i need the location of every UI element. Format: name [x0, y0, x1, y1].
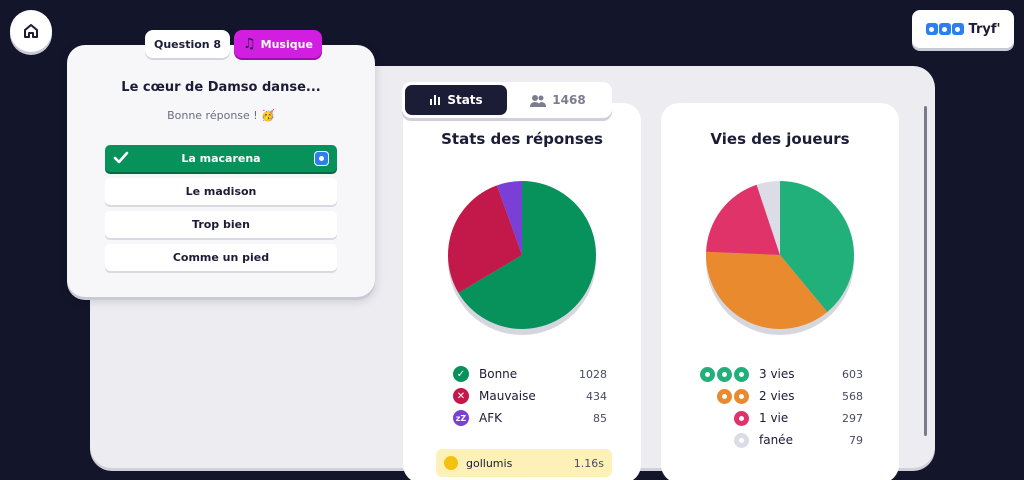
life-badge-icon — [314, 151, 329, 166]
pie-slice-2-vies — [706, 251, 828, 330]
check-icon: ✓ — [453, 366, 469, 382]
faded-life-icon — [695, 432, 749, 448]
legend-row-mauvaise: ✕ Mauvaise 434 — [439, 385, 607, 407]
answer-label: Comme un pied — [172, 251, 270, 264]
two-lives-icon — [695, 388, 749, 404]
legend-label: 2 vies — [759, 389, 795, 403]
home-icon — [24, 24, 38, 38]
legend-value: 85 — [593, 411, 607, 425]
answer-stats-card: Stats des réponses ✓ Bonne 1028 ✕ Mauvai… — [403, 103, 641, 480]
leaderboard-row: gollumis 1.16s — [436, 449, 612, 477]
check-icon — [113, 151, 129, 164]
brand-badge: Tryf' — [912, 10, 1014, 48]
pie-slice-fanée — [756, 181, 780, 255]
legend-label: Mauvaise — [479, 389, 536, 403]
scrollbar[interactable] — [924, 106, 927, 436]
pie-slice-afk — [496, 181, 522, 255]
pie-slice-bonne — [458, 181, 596, 329]
tab-stats[interactable]: Stats — [405, 85, 507, 115]
answer-feedback: Bonne réponse ! 🥳 — [167, 109, 275, 122]
category-badge: ♫ Musique — [234, 30, 322, 58]
users-icon — [530, 94, 547, 107]
player-time: 1.16s — [573, 456, 604, 470]
question-number-badge: Question 8 — [145, 30, 231, 58]
answer-label: La macarena — [181, 152, 261, 165]
legend-value: 434 — [586, 389, 607, 403]
life-stats-pie — [706, 181, 854, 335]
answer-label: Trop bien — [192, 218, 250, 231]
answer-stats-pie — [448, 181, 596, 335]
answer-list: La macarena Le madison Trop bien Comme u… — [105, 145, 337, 277]
legend-value: 297 — [842, 411, 863, 425]
sleep-icon: zZ — [453, 410, 469, 426]
answer-option[interactable]: Le madison — [105, 178, 337, 205]
one-life-icon — [695, 410, 749, 426]
cross-icon: ✕ — [453, 388, 469, 404]
legend-row-fanee: fanée 79 — [695, 429, 863, 451]
legend-value: 603 — [842, 367, 863, 381]
legend-label: fanée — [759, 433, 793, 447]
pie-slice-mauvaise — [448, 185, 522, 293]
brand-name: Tryf' — [968, 21, 1001, 37]
pie-slice-1-vie — [706, 184, 780, 255]
legend-label: 3 vies — [759, 367, 795, 381]
bar-chart-icon — [430, 95, 441, 105]
legend-row-2-lives: 2 vies 568 — [695, 385, 863, 407]
legend-label: 1 vie — [759, 411, 789, 425]
legend-row-3-lives: 3 vies 603 — [695, 363, 863, 385]
pie-slice-3-vies — [780, 181, 854, 312]
life-stats-legend: 3 vies 603 2 vies 568 1 vie 297 fanée 79 — [695, 363, 863, 451]
answer-option[interactable]: Trop bien — [105, 211, 337, 238]
answer-option[interactable]: Comme un pied — [105, 244, 337, 271]
answer-label: Le madison — [185, 185, 257, 198]
legend-value: 79 — [849, 433, 863, 447]
answer-stats-title: Stats des réponses — [441, 130, 603, 148]
life-stats-card: Vies des joueurs 3 vies 603 2 vies 568 — [661, 103, 899, 480]
answer-option-correct[interactable]: La macarena — [105, 145, 337, 172]
answer-stats-legend: ✓ Bonne 1028 ✕ Mauvaise 434 zZ AFK 85 — [439, 363, 607, 429]
avatar — [444, 456, 458, 470]
music-note-icon: ♫ — [243, 36, 256, 52]
player-name: gollumis — [466, 456, 513, 470]
home-button[interactable] — [10, 10, 52, 52]
legend-label: Bonne — [479, 367, 518, 381]
question-card: Le cœur de Damso danse... Bonne réponse … — [67, 45, 375, 297]
question-number: Question 8 — [154, 37, 222, 51]
legend-value: 1028 — [579, 367, 607, 381]
question-tags: Question 8 ♫ Musique — [145, 30, 322, 58]
three-lives-icon — [695, 366, 749, 382]
tab-players[interactable]: 1468 — [507, 85, 609, 115]
legend-row-bonne: ✓ Bonne 1028 — [439, 363, 607, 385]
legend-label: AFK — [479, 411, 502, 425]
category-label: Musique — [260, 37, 313, 51]
lives-logo-icon — [925, 23, 964, 35]
legend-value: 568 — [842, 389, 863, 403]
legend-row-1-life: 1 vie 297 — [695, 407, 863, 429]
tab-stats-label: Stats — [447, 93, 483, 107]
legend-row-afk: zZ AFK 85 — [439, 407, 607, 429]
stats-tabs: Stats 1468 — [402, 82, 612, 118]
players-count: 1468 — [552, 93, 586, 107]
life-stats-title: Vies des joueurs — [710, 130, 850, 148]
question-title: Le cœur de Damso danse... — [121, 80, 321, 95]
